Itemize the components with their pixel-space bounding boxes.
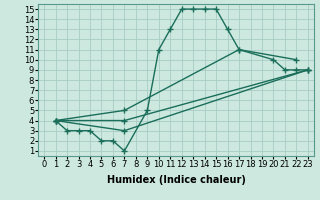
X-axis label: Humidex (Indice chaleur): Humidex (Indice chaleur) (107, 175, 245, 185)
